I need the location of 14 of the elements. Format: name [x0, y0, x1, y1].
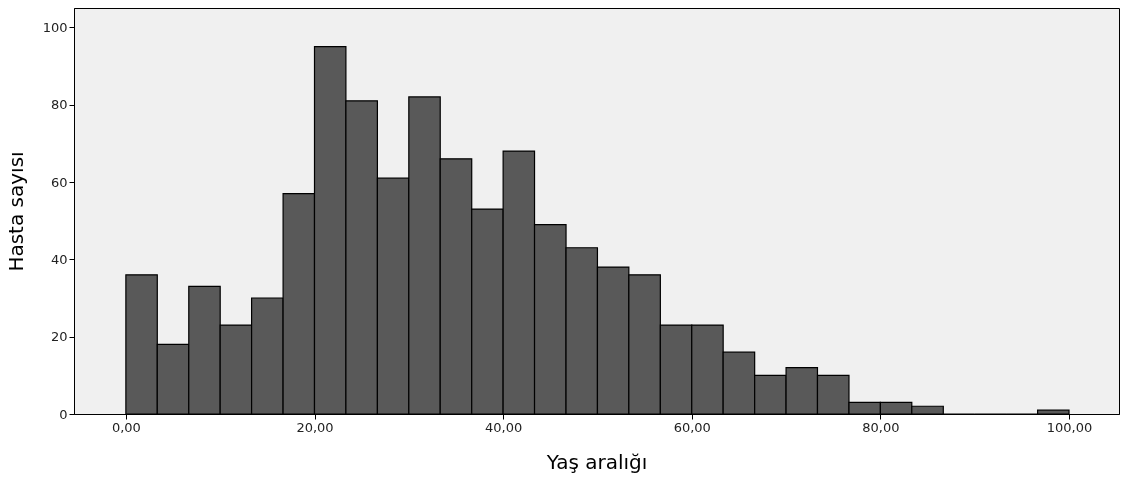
y-tick-label: 40 [50, 251, 68, 267]
y-axis-title: Hasta sayısı [3, 151, 28, 272]
x-tick-label: 40,00 [485, 419, 523, 435]
y-tick-label: 80 [50, 97, 68, 113]
y-tick-label: 100 [42, 19, 68, 35]
y-tick-label: 0 [59, 406, 68, 422]
x-tick-label: 20,00 [296, 419, 334, 435]
x-tick-label: 60,00 [673, 419, 711, 435]
y-tick-label: 20 [50, 329, 68, 345]
x-tick-label: 100,00 [1046, 419, 1093, 435]
x-tick-label: 0,00 [111, 419, 141, 435]
x-axis-title: Yaş aralığı [545, 449, 648, 474]
x-tick-label: 80,00 [862, 419, 900, 435]
y-tick-label: 60 [50, 174, 68, 190]
